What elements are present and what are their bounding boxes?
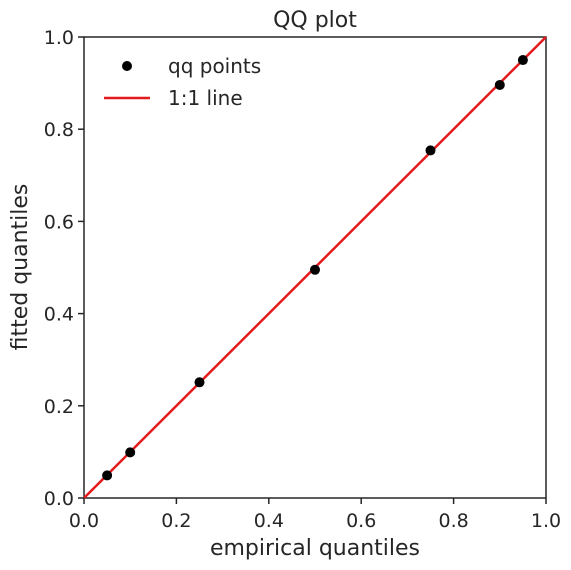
legend-marker-qq-points <box>122 61 132 71</box>
qq-point <box>494 79 505 90</box>
qq-point <box>125 447 136 458</box>
chart-title: QQ plot <box>273 8 357 33</box>
y-axis-title: fitted quantiles <box>8 184 33 351</box>
plot-area <box>83 36 547 499</box>
x-tick-label: 0.8 <box>438 510 468 532</box>
x-axis-title: empirical quantiles <box>210 536 420 561</box>
y-tick-label: 0.8 <box>44 119 74 141</box>
x-tick-label: 0.0 <box>69 510 99 532</box>
legend: qq points 1:1 line <box>104 54 261 110</box>
y-tick-label: 1.0 <box>44 27 74 49</box>
x-tick-label: 0.4 <box>254 510 284 532</box>
qq-point <box>102 470 113 481</box>
qq-point <box>517 55 528 66</box>
y-tick-label: 0.6 <box>44 211 74 233</box>
plot-frame <box>83 36 547 499</box>
axis-ticks: 0.0 0.2 0.4 0.6 0.8 1.0 0.0 0.2 0.4 0.6 0.8 1.0 <box>44 27 561 532</box>
y-tick-label: 0.0 <box>44 488 74 510</box>
x-tick-label: 1.0 <box>531 510 561 532</box>
qq-point <box>194 377 205 388</box>
y-tick-label: 0.2 <box>44 396 74 418</box>
x-tick-label: 0.6 <box>346 510 376 532</box>
qq-point <box>310 264 320 275</box>
legend-label-qq-points: qq points <box>168 54 261 78</box>
x-tick-label: 0.2 <box>161 510 191 532</box>
qq-point <box>425 145 436 156</box>
y-tick-label: 0.4 <box>44 304 74 326</box>
legend-label-1-1-line: 1:1 line <box>168 86 243 110</box>
